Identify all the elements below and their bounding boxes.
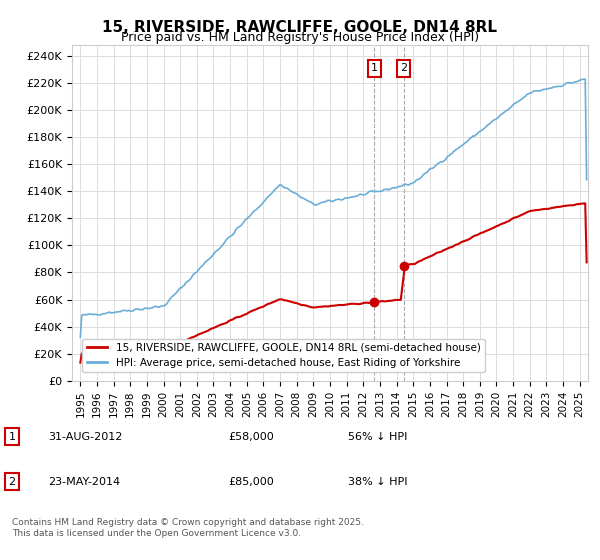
Text: Price paid vs. HM Land Registry's House Price Index (HPI): Price paid vs. HM Land Registry's House … xyxy=(121,31,479,44)
Text: 2: 2 xyxy=(8,477,16,487)
Text: 23-MAY-2014: 23-MAY-2014 xyxy=(48,477,120,487)
Text: 2: 2 xyxy=(400,63,407,73)
Legend: 15, RIVERSIDE, RAWCLIFFE, GOOLE, DN14 8RL (semi-detached house), HPI: Average pr: 15, RIVERSIDE, RAWCLIFFE, GOOLE, DN14 8R… xyxy=(82,339,485,372)
Text: 15, RIVERSIDE, RAWCLIFFE, GOOLE, DN14 8RL: 15, RIVERSIDE, RAWCLIFFE, GOOLE, DN14 8R… xyxy=(103,20,497,35)
Text: £85,000: £85,000 xyxy=(228,477,274,487)
Text: Contains HM Land Registry data © Crown copyright and database right 2025.
This d: Contains HM Land Registry data © Crown c… xyxy=(12,518,364,538)
Text: 31-AUG-2012: 31-AUG-2012 xyxy=(48,432,122,442)
Text: 1: 1 xyxy=(371,63,378,73)
Text: £58,000: £58,000 xyxy=(228,432,274,442)
Text: 56% ↓ HPI: 56% ↓ HPI xyxy=(348,432,407,442)
Text: 38% ↓ HPI: 38% ↓ HPI xyxy=(348,477,407,487)
Text: 1: 1 xyxy=(8,432,16,442)
